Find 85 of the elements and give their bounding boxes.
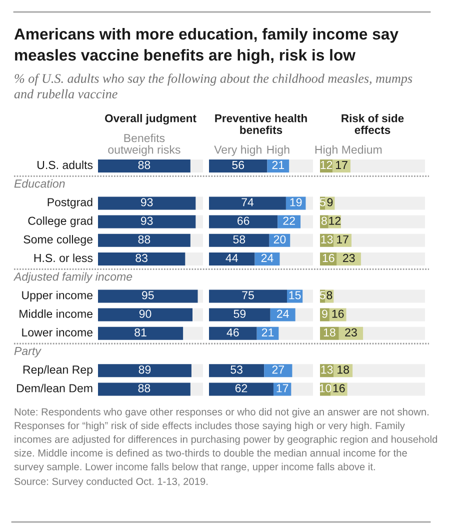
- data-label: 88: [138, 235, 150, 244]
- data-label: 58: [233, 235, 246, 244]
- data-label: 89: [138, 366, 151, 374]
- data-label: 90: [139, 310, 152, 318]
- y-tick-label: Rep/lean Rep: [23, 365, 93, 376]
- data-label: 16: [333, 384, 345, 392]
- bar: [209, 382, 274, 396]
- data-label: 62: [235, 384, 248, 392]
- data-label: 16: [322, 254, 334, 262]
- y-tick-label: Postgrad: [48, 198, 92, 209]
- bar: [209, 308, 270, 322]
- data-label: 18: [324, 328, 336, 336]
- y-tick-label: Dem/lean Dem: [17, 384, 92, 392]
- y-tick-label: H.S. or less: [34, 254, 93, 262]
- data-label: 74: [242, 198, 254, 206]
- data-label: 12: [320, 160, 332, 169]
- bar: [209, 234, 270, 247]
- y-tick-label: U.S. adults: [38, 160, 93, 170]
- bar: [209, 215, 278, 228]
- bar: [209, 252, 255, 266]
- data-label: 23: [343, 254, 355, 262]
- y-tick-label: College grad: [28, 216, 92, 228]
- data-label: 8: [321, 216, 327, 225]
- data-label: 20: [274, 235, 286, 244]
- text: Note: Respondents who gave other responses or who did not give an answer are not shown. Responses for “high” risk of side effects includes those saying high or very high. Family incomes are adjusted for differences in purchasing power by geographic region and household size. Middle income is defined as two-thirds to double the median annual income for the survey sample. Lower income falls below that range, upper income falls above it.: [14, 408, 438, 472]
- annotation: Adjusted family income: [13, 272, 132, 283]
- chart-title: Risk of side effects: [342, 114, 404, 134]
- data-label: 83: [136, 254, 148, 262]
- series-label: High: [315, 145, 338, 156]
- data-label: 21: [262, 328, 274, 336]
- data-label: 12: [329, 216, 341, 225]
- data-label: 17: [336, 161, 348, 169]
- bar: [209, 290, 287, 303]
- series-label: Very high: [214, 145, 262, 156]
- data-label: 13: [321, 366, 333, 374]
- data-label: 53: [230, 366, 242, 374]
- data-label: 22: [283, 216, 295, 225]
- data-label: 9: [327, 198, 333, 206]
- text: % of U.S. adults who say the following about the childhood measles, mumps and rubella vaccine: [14, 74, 412, 98]
- text: Education: [14, 179, 65, 188]
- bar: [209, 364, 264, 378]
- y-tick-label: Lower income: [22, 328, 92, 336]
- text: Party: [14, 347, 42, 358]
- data-label: 56: [232, 160, 244, 170]
- data-label: 75: [242, 291, 254, 300]
- y-tick-label: Upper income: [22, 290, 92, 302]
- data-label: 59: [234, 310, 246, 318]
- data-label: 81: [134, 328, 146, 336]
- bar: [209, 159, 268, 173]
- data-label: 19: [290, 198, 302, 206]
- data-label: 21: [272, 160, 284, 169]
- data-label: 5: [320, 198, 326, 206]
- text: Americans with more education, family income say measles vaccine benefits are high, risk is low: [14, 28, 398, 64]
- data-label: 95: [142, 291, 154, 300]
- data-label: 23: [345, 328, 357, 336]
- data-label: 8: [326, 291, 332, 300]
- chart-title: Preventive health benefits: [215, 114, 307, 134]
- series-label: Benefits outweigh risks: [108, 134, 180, 156]
- data-label: 24: [261, 254, 274, 262]
- data-label: 44: [226, 254, 238, 262]
- data-label: 5: [320, 291, 326, 300]
- y-tick-label: Some college: [24, 235, 92, 246]
- data-label: 93: [140, 216, 153, 225]
- data-label: 88: [138, 384, 150, 392]
- bar: [209, 196, 286, 210]
- data-label: 66: [237, 216, 250, 225]
- source-note: Source: Survey conducted Oct. 1-13, 2019.: [14, 478, 208, 488]
- data-label: 27: [272, 366, 284, 374]
- series-label: Medium: [342, 145, 382, 154]
- data-label: 13: [321, 235, 333, 244]
- data-label: 17: [276, 384, 288, 392]
- data-label: 46: [226, 328, 239, 336]
- data-label: 88: [138, 160, 150, 170]
- data-label: 9: [322, 310, 328, 318]
- y-tick-label: Middle income: [20, 309, 92, 318]
- data-label: 16: [332, 310, 344, 318]
- bar: [209, 326, 257, 340]
- chart-title: Overall judgment: [105, 114, 196, 125]
- data-label: 10: [320, 384, 332, 392]
- data-label: 18: [338, 366, 350, 374]
- series-label: High: [267, 145, 290, 156]
- data-label: 17: [337, 235, 348, 244]
- data-label: 93: [140, 198, 153, 206]
- data-label: 15: [289, 291, 301, 300]
- data-label: 24: [277, 310, 289, 318]
